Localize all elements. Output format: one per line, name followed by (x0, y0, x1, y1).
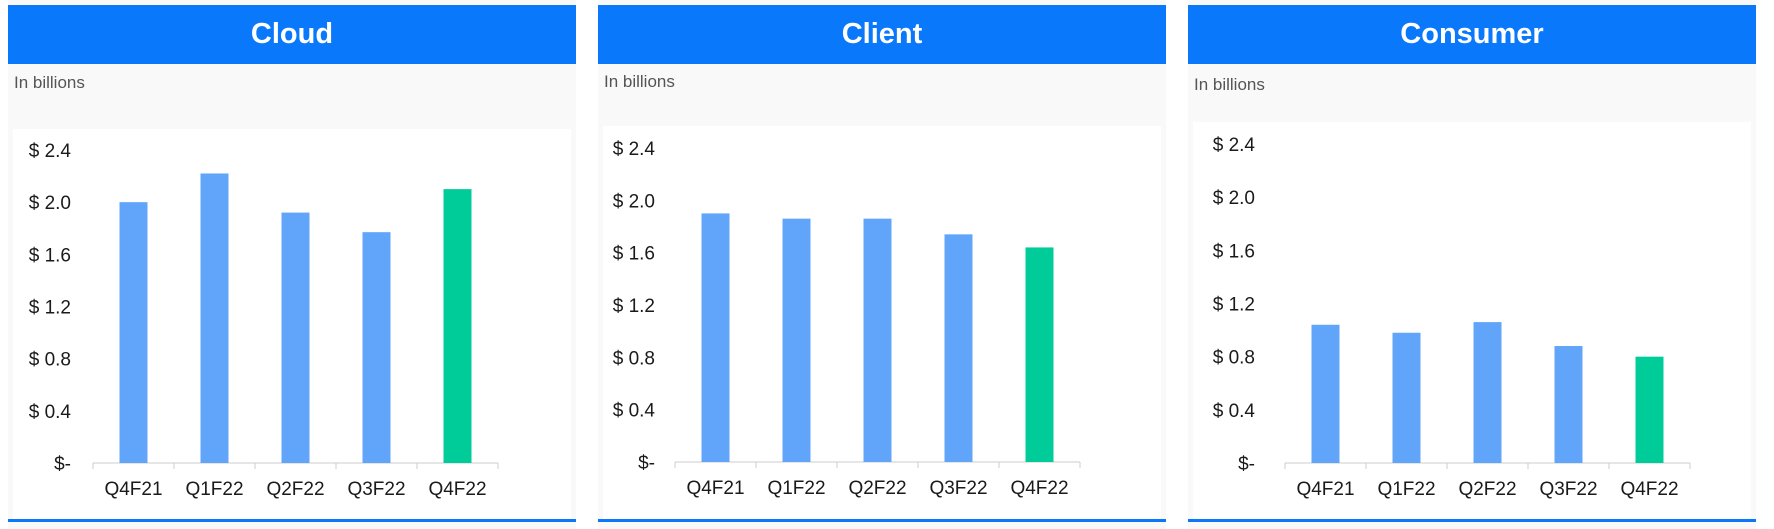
client-bar-chart: $- $ 0.4 $ 0.8 $ 1.2 $ 1.6 $ 2.0 $ 2.4 Q4F21 Q1F… (613, 139, 1081, 499)
client-bottom-rule (598, 519, 1166, 522)
client-x-tick-label: Q2F22 (848, 478, 906, 499)
cloud-y-tick-label: $ 1.6 (29, 245, 71, 266)
cloud-x-tick-label: Q4F22 (428, 479, 486, 500)
client-y-tick-label: $ 2.0 (613, 191, 655, 212)
cloud-y-tick-label: $ 0.4 (29, 402, 72, 423)
cloud-bar-q1f22 (200, 173, 229, 463)
consumer-units-label: In billions (1194, 75, 1265, 94)
cloud-x-tick-label: Q4F21 (104, 479, 162, 500)
cloud-y-tick-label: $ 0.8 (29, 350, 71, 371)
consumer-bar-q1f22 (1392, 332, 1421, 463)
client-y-tick-label: $ 1.6 (613, 244, 655, 265)
cloud-bar-q3f22 (362, 232, 391, 463)
cloud-x-tick-label: Q3F22 (347, 479, 405, 500)
cloud-bottom-rule (8, 519, 576, 522)
consumer-x-tick-label: Q3F22 (1539, 479, 1597, 500)
client-y-tick-label: $ 1.2 (613, 296, 655, 317)
client-x-tick-label: Q1F22 (767, 478, 825, 499)
client-x-tick-label: Q4F22 (1010, 478, 1068, 499)
cloud-x-tick-label: Q1F22 (185, 479, 243, 500)
consumer-y-tick-label: $ 2.0 (1213, 188, 1255, 209)
cloud-y-tick-label: $ 2.0 (29, 193, 71, 214)
client-y-tick-label: $- (638, 453, 655, 474)
consumer-y-tick-label: $ 2.4 (1213, 135, 1256, 156)
cloud-y-tick-label: $- (54, 454, 71, 475)
consumer-x-tick-label: Q4F21 (1296, 479, 1354, 500)
consumer-x-tick-label: Q4F22 (1620, 479, 1678, 500)
cloud-y-tick-label: $ 2.4 (29, 141, 72, 162)
consumer-y-tick-label: $ 0.4 (1213, 401, 1256, 422)
client-x-tick-label: Q3F22 (929, 478, 987, 499)
client-chart-title: Client (598, 5, 1166, 64)
cloud-units-label: In billions (14, 73, 85, 92)
cloud-y-tick-label: $ 1.2 (29, 298, 71, 319)
client-bar-q3f22 (944, 234, 973, 462)
client-bar-q1f22 (782, 218, 811, 462)
cloud-plot-area: $- $ 0.4 $ 0.8 $ 1.2 $ 1.6 $ 2.0 $ 2.4 Q4F21 Q1F… (13, 129, 571, 520)
consumer-plot-area: $- $ 0.4 $ 0.8 $ 1.2 $ 1.6 $ 2.0 $ 2.4 Q4F21 Q1F… (1193, 122, 1751, 520)
consumer-x-tick-label: Q2F22 (1458, 479, 1516, 500)
consumer-y-tick-label: $ 0.8 (1213, 348, 1255, 369)
client-x-tick-label: Q4F21 (686, 478, 744, 499)
client-bar-q4f21 (701, 213, 730, 462)
cloud-bar-q4f21 (119, 202, 148, 463)
client-bar-q4f22 (1025, 247, 1054, 462)
consumer-bar-q3f22 (1554, 346, 1583, 463)
cloud-chart-title: Cloud (8, 5, 576, 64)
consumer-y-tick-label: $- (1238, 454, 1255, 475)
consumer-y-tick-label: $ 1.6 (1213, 241, 1255, 262)
client-y-tick-label: $ 0.4 (613, 401, 656, 422)
consumer-bar-q4f22 (1635, 356, 1664, 463)
consumer-bar-chart: $- $ 0.4 $ 0.8 $ 1.2 $ 1.6 $ 2.0 $ 2.4 Q4F21 Q1F… (1213, 135, 1691, 500)
cloud-x-tick-label: Q2F22 (266, 479, 324, 500)
cloud-bar-q4f22 (443, 189, 472, 463)
client-y-tick-label: $ 0.8 (613, 348, 655, 369)
consumer-x-tick-label: Q1F22 (1377, 479, 1435, 500)
consumer-bottom-rule (1188, 519, 1756, 522)
consumer-y-tick-label: $ 1.2 (1213, 295, 1255, 316)
client-units-label: In billions (604, 72, 675, 91)
client-chart-panel: Client In billions $- $ 0.4 $ 0.8 $ 1.2 $ 1.… (598, 0, 1166, 529)
cloud-chart-panel: Cloud In billions $- $ 0.4 $ 0.8 $ 1.2 $ 1.6… (8, 0, 576, 529)
consumer-bar-q4f21 (1311, 324, 1340, 463)
cloud-bar-q2f22 (281, 212, 310, 463)
client-plot-area: $- $ 0.4 $ 0.8 $ 1.2 $ 1.6 $ 2.0 $ 2.4 Q4F21 Q1F… (603, 126, 1161, 520)
client-y-tick-label: $ 2.4 (613, 139, 656, 160)
cloud-bar-chart: $- $ 0.4 $ 0.8 $ 1.2 $ 1.6 $ 2.0 $ 2.4 Q4F21 Q1F… (29, 141, 499, 500)
consumer-chart-panel: Consumer In billions $- $ 0.4 $ 0.8 $ 1.2 $ … (1188, 0, 1756, 529)
client-bar-q2f22 (863, 218, 892, 462)
consumer-chart-title: Consumer (1188, 5, 1756, 64)
consumer-bar-q2f22 (1473, 322, 1502, 463)
